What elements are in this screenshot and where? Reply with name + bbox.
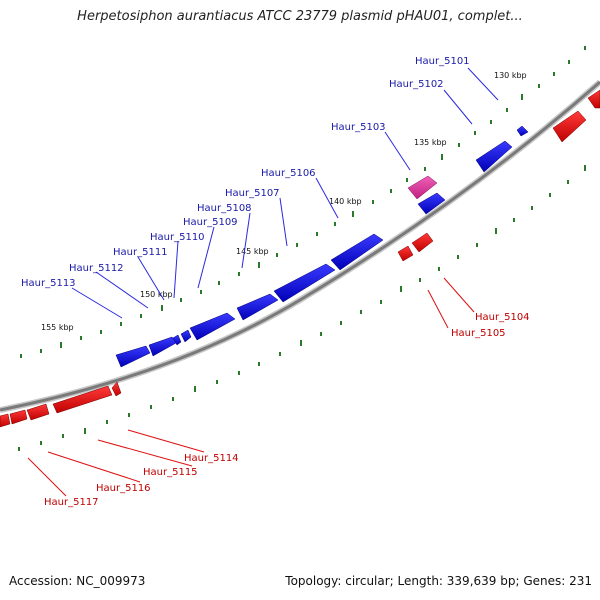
gene-haur-5115[interactable] <box>52 385 113 414</box>
gene-label-haur-5101: Haur_5101 <box>415 56 470 67</box>
gene-haur-5103[interactable] <box>417 192 446 215</box>
topology-summary: Topology: circular; Length: 339,639 bp; … <box>285 574 592 588</box>
gene-highlight[interactable] <box>407 175 438 200</box>
kbp-label-155: 155 kbp <box>41 323 74 332</box>
gene-label-haur-5112: Haur_5112 <box>69 263 124 274</box>
gene-haur-5102[interactable] <box>475 140 513 173</box>
forward-genes <box>115 125 529 368</box>
outer-tick-track <box>20 46 586 358</box>
gene-label-haur-5104: Haur_5104 <box>475 312 530 323</box>
gene-label-haur-5109: Haur_5109 <box>183 217 238 228</box>
gene-haur-5112[interactable] <box>148 336 177 357</box>
gene-label-haur-5111: Haur_5111 <box>113 247 168 258</box>
gene-label-haur-5106: Haur_5106 <box>261 168 316 179</box>
gene-haur-5105[interactable] <box>397 245 414 262</box>
gene-red-right-b[interactable] <box>587 89 600 109</box>
gene-haur-5104[interactable] <box>411 232 434 253</box>
kbp-label-150: 150 kbp <box>140 290 173 299</box>
gene-haur-5101[interactable] <box>516 125 529 137</box>
gene-haur-5116[interactable] <box>26 403 50 421</box>
leader-lines-reverse <box>27 277 475 497</box>
map-title: Herpetosiphon aurantiacus ATCC 23779 pla… <box>77 9 523 24</box>
gene-red-right-a[interactable] <box>552 110 587 143</box>
gene-label-haur-5107: Haur_5107 <box>225 188 280 199</box>
kbp-label-140: 140 kbp <box>329 197 362 206</box>
gene-red-left-edge[interactable] <box>0 413 11 428</box>
gene-label-haur-5114: Haur_5114 <box>184 453 239 464</box>
gene-haur-5108[interactable] <box>236 293 279 321</box>
gene-haur-5114[interactable] <box>111 381 122 397</box>
kbp-label-135: 135 kbp <box>414 138 447 147</box>
gene-haur-5117[interactable] <box>9 409 28 425</box>
gene-label-haur-5116: Haur_5116 <box>96 483 151 494</box>
reverse-genes <box>0 89 600 428</box>
gene-label-haur-5115: Haur_5115 <box>143 467 198 478</box>
gene-label-haur-5102: Haur_5102 <box>389 79 444 90</box>
gene-label-haur-5113: Haur_5113 <box>21 278 76 289</box>
kbp-label-130: 130 kbp <box>494 71 527 80</box>
backbone <box>0 79 600 413</box>
leader-lines-forward <box>71 67 499 319</box>
inner-tick-track <box>18 165 586 451</box>
gene-haur-5110[interactable] <box>180 329 192 343</box>
gene-haur-5109[interactable] <box>189 312 236 341</box>
gene-haur-5107[interactable] <box>273 263 336 303</box>
gene-label-haur-5117: Haur_5117 <box>44 497 99 508</box>
gene-label-haur-5105: Haur_5105 <box>451 328 506 339</box>
accession-text: Accession: NC_009973 <box>9 574 146 588</box>
gene-haur-5106[interactable] <box>330 233 384 271</box>
kbp-label-145: 145 kbp <box>236 247 269 256</box>
gene-label-haur-5110: Haur_5110 <box>150 232 205 243</box>
gene-label-haur-5108: Haur_5108 <box>197 203 252 214</box>
gene-label-haur-5103: Haur_5103 <box>331 122 386 133</box>
gene-haur-5113[interactable] <box>115 345 151 368</box>
